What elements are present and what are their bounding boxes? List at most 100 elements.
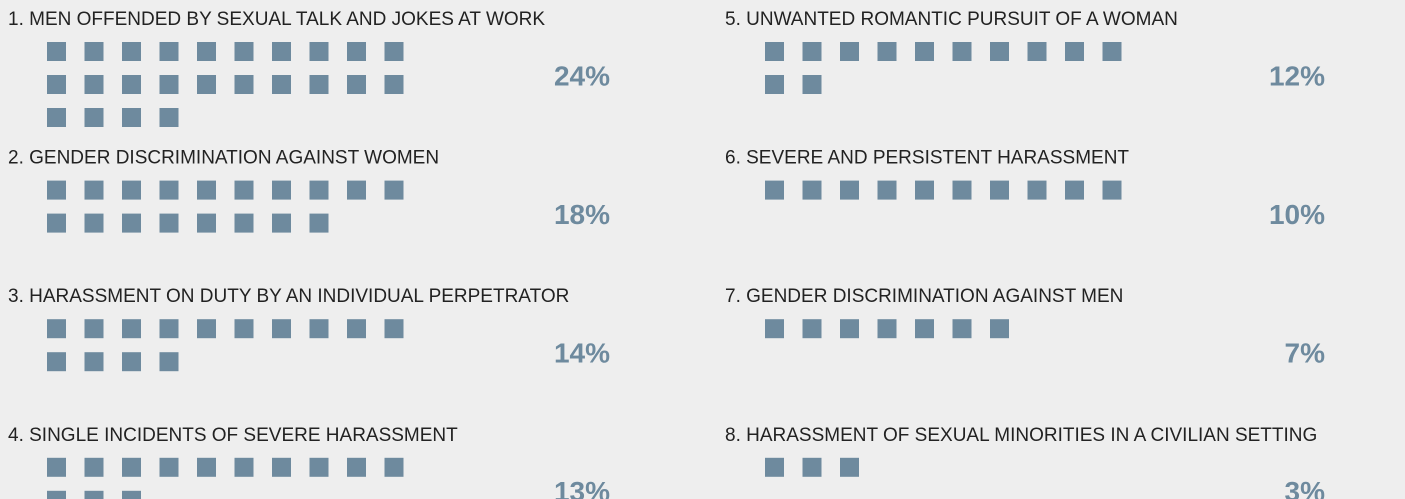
pictogram-square [159, 180, 179, 200]
pictogram-square [84, 180, 104, 200]
pictogram-square [1027, 180, 1047, 200]
pictogram-square [347, 75, 366, 94]
pictogram-square [272, 213, 291, 233]
pictogram-square [84, 213, 104, 233]
pictogram-square [990, 319, 1009, 339]
value-label: 3% [1285, 476, 1326, 499]
pictogram-square [309, 457, 329, 477]
value-label: 10% [1269, 199, 1325, 230]
category-label: 4. SINGLE INCIDENTS OF SEVERE HARASSMENT [8, 425, 458, 446]
pictogram-square [1065, 42, 1084, 61]
pictogram-square [877, 319, 897, 339]
value-label: 24% [554, 60, 610, 91]
pictogram-square [765, 180, 784, 200]
pictogram-square [840, 180, 859, 200]
pictogram-square [1065, 180, 1084, 200]
pictogram-square [384, 319, 404, 339]
value-label: 14% [554, 338, 610, 369]
pictogram-square [122, 352, 141, 372]
pictogram-square [197, 180, 216, 200]
pictogram-square [802, 180, 822, 200]
pictogram-square [159, 213, 179, 233]
pictogram-square [384, 75, 404, 94]
pictogram-square [197, 75, 216, 94]
pictogram-square [309, 180, 329, 200]
pictogram-square [309, 42, 329, 61]
pictogram-square [990, 42, 1009, 61]
value-label: 12% [1269, 60, 1325, 91]
pictogram-square [272, 319, 291, 339]
pictogram-square [384, 180, 404, 200]
pictogram-square [122, 42, 141, 61]
pictogram-square [197, 457, 216, 477]
pictogram-square [122, 75, 141, 94]
value-label: 18% [554, 199, 610, 230]
pictogram-square [990, 180, 1009, 200]
pictogram-square [915, 42, 934, 61]
pictogram-square [122, 457, 141, 477]
pictogram-square [272, 180, 291, 200]
pictogram-square [234, 42, 254, 61]
pictogram-square [47, 319, 66, 339]
pictogram-square [1027, 42, 1047, 61]
pictogram-square [802, 319, 822, 339]
pictogram-square [765, 457, 784, 477]
category-label: 1. MEN OFFENDED BY SEXUAL TALK AND JOKES… [8, 9, 545, 30]
pictogram-square [122, 108, 141, 127]
pictogram-square [84, 42, 104, 61]
pictogram-square [84, 108, 104, 127]
pictogram-square [802, 75, 822, 94]
pictogram-square [952, 42, 972, 61]
pictogram-square [47, 457, 66, 477]
pictogram-square [840, 42, 859, 61]
pictogram-square [84, 457, 104, 477]
pictogram-square [877, 42, 897, 61]
pictogram-square [47, 75, 66, 94]
pictogram-square [84, 319, 104, 339]
pictogram-square [159, 42, 179, 61]
pictogram-square [47, 352, 66, 372]
pictogram-square [347, 457, 366, 477]
pictogram-square [347, 319, 366, 339]
pictogram-square [122, 213, 141, 233]
pictogram-square [47, 42, 66, 61]
pictogram-square [159, 75, 179, 94]
pictogram-square [197, 319, 216, 339]
pictogram-square [915, 180, 934, 200]
pictogram-square [47, 180, 66, 200]
pictogram-square [952, 319, 972, 339]
category-label: 8. HARASSMENT OF SEXUAL MINORITIES IN A … [725, 425, 1317, 446]
pictogram-square [384, 457, 404, 477]
pictogram-square [384, 42, 404, 61]
category-label: 2. GENDER DISCRIMINATION AGAINST WOMEN [8, 148, 439, 169]
pictogram-square [802, 457, 822, 477]
pictogram-square [234, 319, 254, 339]
pictogram-square [84, 75, 104, 94]
category-label: 5. UNWANTED ROMANTIC PURSUIT OF A WOMAN [725, 9, 1178, 30]
pictogram-square [197, 213, 216, 233]
pictogram-square [802, 42, 822, 61]
pictogram-square [122, 319, 141, 339]
pictogram-square [765, 42, 784, 61]
pictogram-square [309, 213, 329, 233]
pictogram-square [159, 457, 179, 477]
pictogram-square [765, 319, 784, 339]
pictogram-square [84, 490, 104, 499]
pictogram-square [197, 42, 216, 61]
value-label: 13% [554, 476, 610, 499]
pictogram-square [159, 108, 179, 127]
pictogram-square [1102, 180, 1122, 200]
category-label: 6. SEVERE AND PERSISTENT HARASSMENT [725, 148, 1129, 169]
pictogram-square [272, 75, 291, 94]
pictogram-square [309, 319, 329, 339]
value-label: 7% [1285, 338, 1326, 369]
pictogram-square [347, 42, 366, 61]
pictogram-square [47, 490, 66, 499]
pictogram-square [347, 180, 366, 200]
pictogram-square [952, 180, 972, 200]
pictogram-square [234, 457, 254, 477]
pictogram-square [159, 319, 179, 339]
pictogram-square [309, 75, 329, 94]
pictogram-square [122, 490, 141, 499]
